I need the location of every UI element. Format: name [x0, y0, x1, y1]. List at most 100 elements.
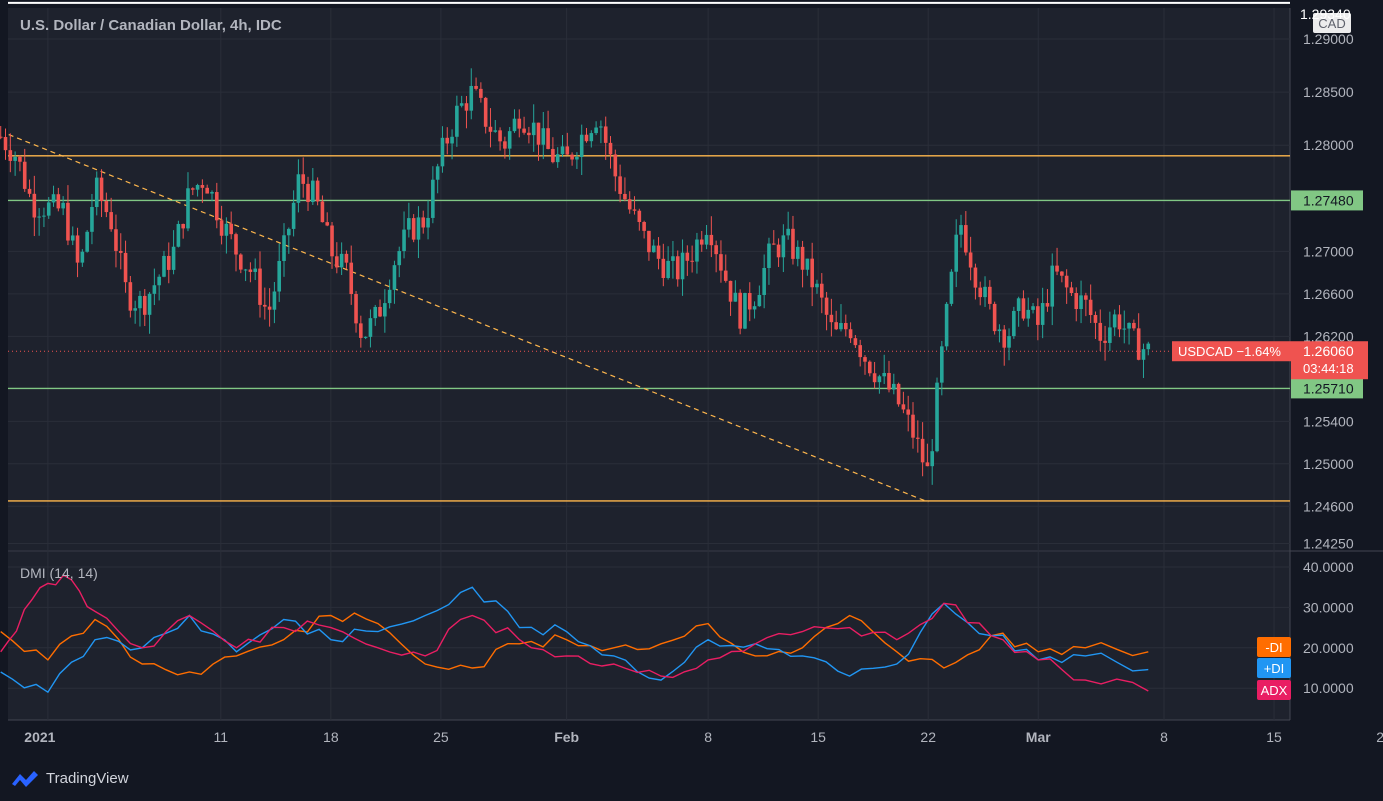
- candle-body: [123, 252, 128, 283]
- currency-badge[interactable]: CAD: [1313, 13, 1351, 33]
- candle-body: [1084, 295, 1088, 300]
- candle-body: [925, 462, 930, 467]
- dmi-line-adx: [0, 574, 1149, 692]
- candle-body: [968, 252, 973, 268]
- candle-body: [1112, 314, 1117, 328]
- candle-body: [1103, 340, 1107, 343]
- price-axis[interactable]: 1.29000 1.28500 1.28000 1.27000 1.26600 1.262…: [1291, 6, 1363, 551]
- candle-body: [186, 188, 190, 229]
- candle-body: [1021, 298, 1026, 319]
- candle-body: [786, 228, 790, 236]
- dmi-tick-label: 40.0000: [1303, 559, 1354, 575]
- candle-body: [8, 150, 13, 161]
- candle-body: [541, 128, 546, 145]
- candle-body: [431, 179, 435, 218]
- candle-body: [363, 336, 368, 338]
- candle-body: [152, 285, 157, 294]
- candle-body: [171, 246, 176, 270]
- candle-body: [335, 256, 339, 268]
- candle-body: [536, 122, 541, 145]
- candle-body: [829, 314, 834, 323]
- candle-body: [214, 192, 219, 221]
- candle-body: [738, 292, 742, 329]
- candle-body: [805, 258, 810, 270]
- candle-body: [728, 280, 733, 302]
- candle-body: [1122, 328, 1127, 330]
- candle-body: [51, 194, 56, 203]
- candle-body: [930, 451, 935, 467]
- candle-body: [407, 218, 411, 230]
- currency-label: CAD: [1318, 16, 1345, 31]
- tradingview-logo[interactable]: TradingView: [10, 768, 129, 788]
- horizontal-levels: [8, 1, 1290, 503]
- candle-body: [114, 229, 118, 251]
- candle-body: [642, 222, 646, 231]
- candle-body: [66, 202, 70, 241]
- candle-body: [118, 250, 123, 253]
- candle-body: [32, 193, 37, 218]
- candle-body: [99, 177, 104, 202]
- candle-body: [627, 199, 632, 210]
- time-tick-label: Feb: [554, 729, 579, 745]
- candle-body: [699, 239, 704, 245]
- candle-body: [675, 256, 680, 280]
- candle-body: [843, 323, 848, 330]
- candle-body: [325, 222, 330, 226]
- time-tick-label: 8: [704, 729, 712, 745]
- level-price-badge: [1291, 378, 1363, 399]
- candle-body: [426, 217, 430, 228]
- dmi-axis[interactable]: 40.0000 30.0000 20.0000 10.0000 -DI +DI ADX: [1257, 559, 1354, 700]
- candle-body: [1007, 336, 1011, 348]
- candle-body: [839, 323, 843, 330]
- candle-body: [349, 262, 354, 295]
- price-tick-label: 1.24600: [1303, 498, 1354, 514]
- candle-body: [195, 185, 200, 190]
- time-tick-label: 18: [323, 729, 339, 745]
- candle-body: [1132, 322, 1136, 329]
- candle-body: [205, 187, 209, 194]
- candle-body: [18, 156, 22, 162]
- last-price-marker: USDCAD −1.64% 1.26060 03:44:18: [1172, 341, 1368, 380]
- candle-body: [964, 225, 968, 253]
- time-tick-label: 25: [433, 729, 449, 745]
- candle-body: [13, 156, 17, 161]
- time-tick-label: Mar: [1026, 729, 1051, 745]
- price-tick-label: 1.26200: [1303, 328, 1354, 344]
- candle-body: [762, 267, 766, 295]
- candle-body: [315, 180, 320, 202]
- last-price-change: −1.64%: [1237, 344, 1282, 359]
- candle-body: [109, 212, 113, 230]
- time-axis[interactable]: 2021 11 18 25 Feb 8 15 22 Mar 8 15 22: [24, 729, 1383, 745]
- candle-body: [219, 220, 224, 236]
- candle-body: [973, 267, 978, 288]
- candle-body: [402, 229, 406, 252]
- dmi-legend-badge: [1257, 680, 1291, 700]
- candle-body: [383, 303, 387, 317]
- candle-body: [411, 218, 416, 240]
- candle-body: [421, 217, 426, 228]
- dmi-series: [0, 574, 1149, 694]
- candle-body: [248, 269, 253, 272]
- candle-body: [671, 256, 675, 261]
- level-price-badge: [1291, 190, 1363, 211]
- candle-body: [507, 131, 512, 149]
- candle-body: [1108, 327, 1112, 343]
- last-price-value: 1.26060: [1303, 343, 1354, 359]
- candle-body: [373, 306, 378, 319]
- candle-body: [992, 303, 997, 332]
- time-tick-label: 15: [1266, 729, 1282, 745]
- price-tick-label: 1.27000: [1303, 243, 1354, 259]
- candle-body: [368, 318, 373, 337]
- candle-body: [575, 156, 579, 160]
- candle-body: [599, 126, 603, 128]
- candle-body: [80, 251, 85, 263]
- dmi-pane[interactable]: [8, 552, 1290, 720]
- last-price-symbol-name: USDCAD: [1178, 344, 1233, 359]
- candle-body: [714, 245, 718, 255]
- candle-body: [815, 283, 819, 288]
- candle-body: [46, 202, 51, 216]
- candle-body: [42, 215, 46, 217]
- price-pane[interactable]: [8, 8, 1290, 550]
- candle-body: [997, 329, 1002, 332]
